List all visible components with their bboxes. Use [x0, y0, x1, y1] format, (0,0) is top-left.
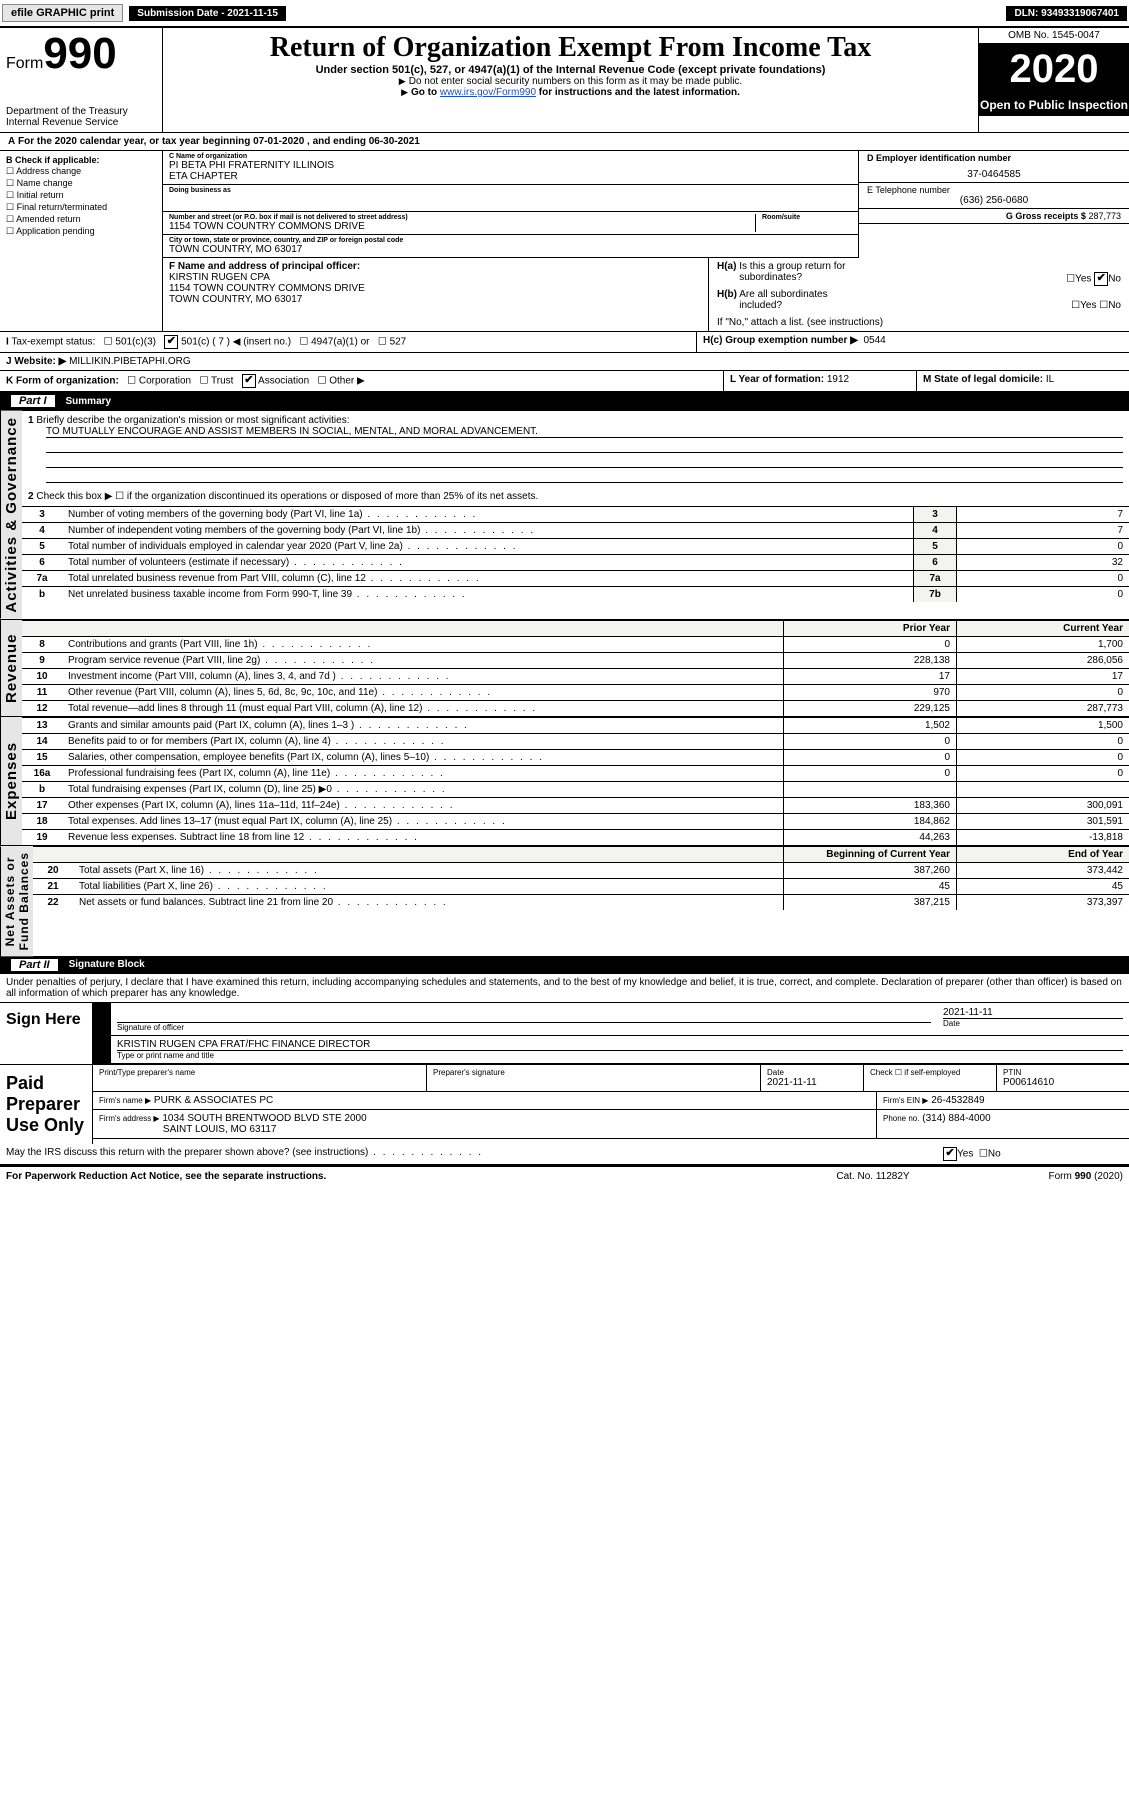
firm-label: Firm's name ▶	[99, 1096, 151, 1105]
sign-here: Sign Here	[0, 1003, 93, 1064]
section-de: D Employer identification number 37-0464…	[858, 151, 1129, 258]
h-c-value: 0544	[863, 335, 885, 346]
line-2-text: Check this box ▶ ☐ if the organization d…	[36, 491, 538, 502]
officer-addr2: TOWN COUNTRY, MO 63017	[169, 294, 302, 305]
cb-final[interactable]: ☐ Final return/terminated	[6, 202, 156, 213]
ein-label: D Employer identification number	[867, 153, 1121, 163]
side-net: Net Assets or Fund Balances	[0, 846, 33, 956]
h-a: H(a) Is this a group return for subordin…	[709, 258, 1129, 286]
cb-amended[interactable]: ☐ Amended return	[6, 214, 156, 225]
governance-table: 3Number of voting members of the governi…	[22, 506, 1129, 602]
section-k: K Form of organization: ☐ Corporation ☐ …	[0, 371, 723, 391]
mission-text: TO MUTUALLY ENCOURAGE AND ASSIST MEMBERS…	[46, 426, 1123, 438]
expenses-table: 13Grants and similar amounts paid (Part …	[22, 717, 1129, 845]
omb-number: OMB No. 1545-0047	[979, 28, 1129, 44]
prep-sig-label: Preparer's signature	[433, 1068, 754, 1077]
firm-addr2: SAINT LOUIS, MO 63117	[163, 1124, 277, 1135]
irs-link[interactable]: www.irs.gov/Form990	[440, 87, 536, 98]
page-title: Return of Organization Exempt From Incom…	[169, 32, 972, 64]
foot-cat: Cat. No. 11282Y	[773, 1171, 973, 1182]
penalty-text: Under penalties of perjury, I declare th…	[0, 974, 1129, 1003]
addr-label: Number and street (or P.O. box if mail i…	[169, 214, 755, 221]
prep-self-label: Check ☐ if self-employed	[864, 1065, 997, 1091]
form-header: Form990 Department of the Treasury Inter…	[0, 28, 1129, 132]
discuss-text: May the IRS discuss this return with the…	[0, 1144, 937, 1164]
open-inspection: Open to Public Inspection	[979, 94, 1129, 116]
side-revenue: Revenue	[0, 620, 22, 716]
gross-value: 287,773	[1088, 211, 1121, 221]
h-note: If "No," attach a list. (see instruction…	[709, 314, 1129, 331]
cb-name[interactable]: ☐ Name change	[6, 178, 156, 189]
paid-preparer: Paid Preparer Use Only	[0, 1065, 93, 1144]
firm-addr1: 1034 SOUTH BRENTWOOD BLVD STE 2000	[162, 1113, 366, 1124]
officer-name: KIRSTIN RUGEN CPA	[169, 272, 270, 283]
efile-button[interactable]: efile GRAPHIC print	[2, 4, 123, 22]
submission-date: Submission Date - 2021-11-15	[129, 6, 286, 21]
line-1-text: Briefly describe the organization's miss…	[36, 415, 349, 426]
firm-phone: (314) 884-4000	[922, 1113, 990, 1124]
dba-label: Doing business as	[169, 187, 852, 194]
state-label: M State of legal domicile:	[923, 374, 1043, 385]
org-name-label: C Name of organization	[169, 153, 852, 160]
tax-year-line: A For the 2020 calendar year, or tax yea…	[0, 132, 1129, 151]
form-number: Form990	[6, 32, 156, 76]
part-2-header: Part IISignature Block	[0, 956, 1129, 974]
firm-ein-label: Firm's EIN ▶	[883, 1096, 928, 1105]
instruction-1: Do not enter social security numbers on …	[169, 76, 972, 87]
cb-address[interactable]: ☐ Address change	[6, 166, 156, 177]
side-governance: Activities & Governance	[0, 411, 22, 619]
sig-date: 2021-11-11	[943, 1007, 1123, 1019]
section-c: C Name of organization PI BETA PHI FRATE…	[163, 151, 858, 258]
website-label: J Website: ▶	[6, 356, 66, 367]
cb-initial[interactable]: ☐ Initial return	[6, 190, 156, 201]
net-assets-table: Beginning of Current YearEnd of Year 20T…	[33, 846, 1129, 910]
foot-pra: For Paperwork Reduction Act Notice, see …	[6, 1171, 773, 1182]
year-formation-label: L Year of formation:	[730, 374, 824, 385]
street-address: 1154 TOWN COUNTRY COMMONS DRIVE	[169, 221, 755, 232]
sig-officer-label: Signature of officer	[117, 1023, 931, 1032]
firm-name: PURK & ASSOCIATES PC	[154, 1095, 273, 1106]
cb-pending[interactable]: ☐ Application pending	[6, 226, 156, 237]
website-value: MILLIKIN.PIBETAPHI.ORG	[69, 356, 191, 367]
sig-date-label: Date	[943, 1019, 1123, 1028]
h-b: H(b) Are all subordinates included? ☐Yes…	[709, 286, 1129, 314]
officer-label: F Name and address of principal officer:	[169, 261, 360, 272]
room-label: Room/suite	[762, 214, 852, 221]
ptin-label: PTIN	[1003, 1068, 1123, 1077]
tax-year-box: 2020	[979, 44, 1129, 94]
officer-addr1: 1154 TOWN COUNTRY COMMONS DRIVE	[169, 283, 365, 294]
part-1-header: Part ISummary	[0, 392, 1129, 410]
ptin-value: P00614610	[1003, 1077, 1054, 1088]
firm-ein: 26-4532849	[931, 1095, 984, 1106]
org-name: PI BETA PHI FRATERNITY ILLINOIS ETA CHAP…	[169, 160, 852, 182]
ein-value: 37-0464585	[867, 163, 1121, 180]
foot-form: Form 990 (2020)	[973, 1171, 1123, 1182]
gross-label: G Gross receipts $	[1006, 211, 1086, 221]
topbar: efile GRAPHIC print Submission Date - 20…	[0, 0, 1129, 28]
year-formation: 1912	[827, 374, 849, 385]
dln: DLN: 93493319067401	[1006, 6, 1127, 21]
subtitle: Under section 501(c), 527, or 4947(a)(1)…	[169, 64, 972, 76]
firm-phone-label: Phone no.	[883, 1114, 919, 1123]
section-b: B Check if applicable: ☐ Address change …	[0, 151, 163, 258]
dept-treasury: Department of the Treasury Internal Reve…	[6, 106, 156, 128]
prep-date-label: Date	[767, 1068, 857, 1077]
phone-value: (636) 256-0680	[867, 195, 1121, 206]
state-value: IL	[1046, 374, 1054, 385]
prep-date: 2021-11-11	[767, 1077, 817, 1088]
phone-label: E Telephone number	[867, 185, 1121, 195]
revenue-table: Prior YearCurrent Year 8Contributions an…	[22, 620, 1129, 716]
side-expenses: Expenses	[0, 717, 22, 845]
city-label: City or town, state or province, country…	[169, 237, 852, 244]
firm-addr-label: Firm's address ▶	[99, 1114, 160, 1123]
h-c-label: H(c) Group exemption number ▶	[703, 335, 858, 346]
prep-name-label: Print/Type preparer's name	[99, 1068, 420, 1077]
instruction-2: Go to www.irs.gov/Form990 for instructio…	[169, 87, 972, 98]
sig-name-label: Type or print name and title	[117, 1051, 1123, 1060]
sig-name: KRISTIN RUGEN CPA FRAT/FHC FINANCE DIREC…	[117, 1039, 1123, 1051]
city-state-zip: TOWN COUNTRY, MO 63017	[169, 244, 852, 255]
